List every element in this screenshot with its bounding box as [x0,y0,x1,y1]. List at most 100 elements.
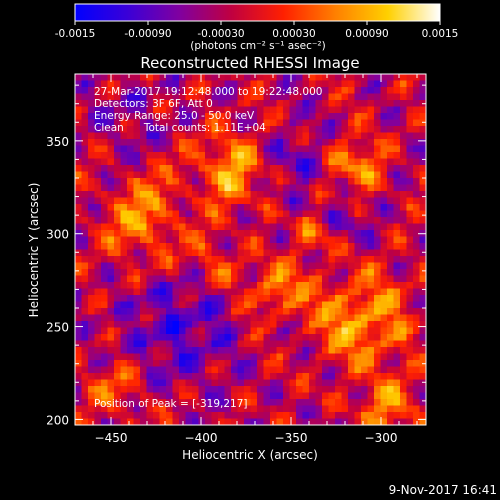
heatmap-cell [361,269,368,276]
heatmap-cell [315,184,323,192]
heatmap-cell [237,145,245,153]
heatmap-cell [179,178,186,185]
heatmap-cell [107,197,115,205]
heatmap-cell [400,379,407,387]
heatmap-cell [127,418,134,425]
heatmap-cell [185,360,193,367]
heatmap-cell [140,197,147,205]
heatmap-cell [81,80,89,88]
heatmap-cell [309,360,316,367]
heatmap-cell [348,340,355,348]
heatmap-cell [374,340,381,348]
heatmap-cell [211,366,219,374]
heatmap-cell [270,301,277,309]
heatmap-cell [374,347,381,354]
heatmap-cell [237,295,245,302]
heatmap-cell [413,236,420,244]
heatmap-cell [393,139,401,146]
heatmap-cell [400,197,407,205]
heatmap-cell [159,418,167,425]
heatmap-cell [211,158,219,166]
heatmap-cell [400,340,407,348]
heatmap-cell [296,197,303,205]
heatmap-cell [140,340,147,348]
heatmap-cell [127,165,134,172]
heatmap-cell [374,301,381,309]
heatmap-cell [296,275,303,283]
heatmap-cell [348,275,355,283]
heatmap-cell [244,197,251,205]
heatmap-cell [354,360,362,367]
heatmap-cell [328,392,336,400]
heatmap-cell [289,165,297,172]
heatmap-cell [296,418,303,425]
heatmap-cell [172,158,180,166]
heatmap-cell [393,113,401,120]
heatmap-cell [231,386,238,393]
heatmap-cell [159,366,167,374]
heatmap-cell [276,165,284,172]
heatmap-cell [309,171,316,179]
heatmap-cell [140,308,147,315]
heatmap-cell [140,301,147,309]
heatmap-cell [341,80,349,88]
heatmap-cell [198,412,206,419]
heatmap-cell [120,379,128,387]
heatmap-cell [211,119,219,127]
heatmap-cell [400,113,407,120]
heatmap-cell [205,308,212,315]
heatmap-cell [289,353,297,361]
heatmap-cell [283,217,290,224]
heatmap-cell [198,230,206,237]
heatmap-cell [257,405,264,413]
heatmap-cell [296,243,303,250]
heatmap-cell [413,165,420,172]
heatmap-cell [127,269,134,276]
heatmap-cell [315,87,323,94]
heatmap-cell [166,314,173,322]
heatmap-cell [302,308,310,315]
heatmap-cell [101,275,108,283]
heatmap-cell [198,366,206,374]
heatmap-cell [75,197,82,205]
heatmap-cell [224,301,232,309]
heatmap-cell [315,269,323,276]
heatmap-cell [367,392,375,400]
heatmap-cell [367,321,375,328]
heatmap-cell [218,184,225,192]
heatmap-cell [367,236,375,244]
heatmap-cell [81,152,89,159]
heatmap-cell [315,353,323,361]
heatmap-cell [94,399,102,406]
heatmap-cell [380,256,388,263]
heatmap-cell [75,399,82,406]
heatmap-cell [211,269,219,276]
heatmap-cell [335,171,342,179]
heatmap-cell [400,106,407,114]
heatmap-cell [315,165,323,172]
heatmap-cell [140,80,147,88]
heatmap-cell [198,379,206,387]
heatmap-cell [328,223,336,231]
heatmap-cell [140,236,147,244]
heatmap-cell [367,379,375,387]
heatmap-cell [270,308,277,315]
heatmap-cell [328,262,336,270]
heatmap-cell [198,87,206,94]
heatmap-cell [88,249,95,257]
heatmap-cell [120,132,128,140]
heatmap-cell [218,340,225,348]
heatmap-cell [81,132,89,140]
heatmap-cell [263,145,271,153]
heatmap-cell [75,321,82,328]
heatmap-cell [393,152,401,159]
heatmap-cell [309,243,316,250]
heatmap-cell [257,93,264,101]
heatmap-cell [153,392,160,400]
heatmap-cell [244,80,251,88]
heatmap-cell [146,392,154,400]
heatmap-cell [296,399,303,406]
heatmap-cell [146,340,154,348]
heatmap-cell [354,282,362,289]
heatmap-cell [413,399,420,406]
